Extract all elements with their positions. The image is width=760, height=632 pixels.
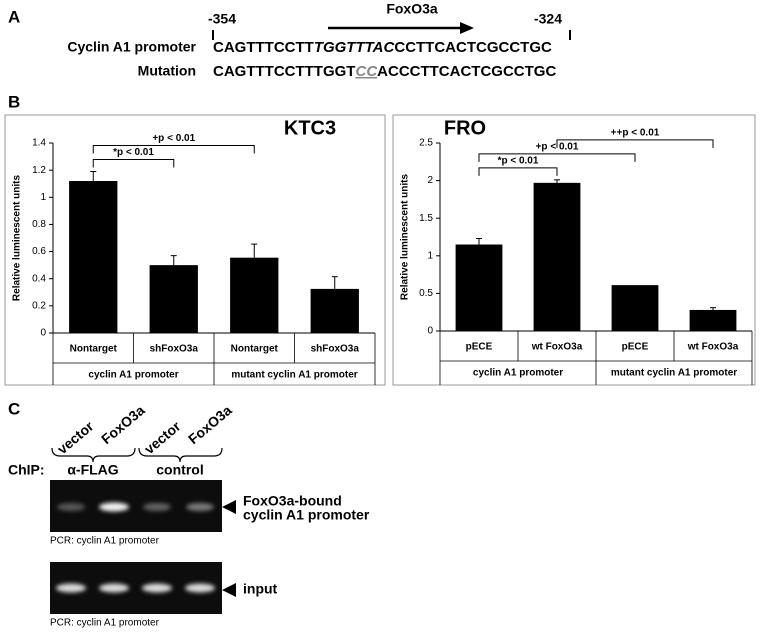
significance-label: *p < 0.01: [498, 155, 539, 166]
x-tick-label: shFoxO3a: [311, 344, 360, 355]
x-tick-label: wt FoxO3a: [687, 342, 739, 353]
chart-frame: [392, 114, 756, 386]
gel-band: [99, 502, 129, 512]
y-tick-label: 0: [427, 326, 433, 337]
bar: [611, 285, 659, 331]
gel-target: cyclin A1 promoter: [243, 507, 370, 523]
y-axis-label: Relative luminescent units: [400, 173, 411, 300]
row-label: Cyclin A1 promoter: [67, 39, 196, 55]
bar: [533, 182, 581, 331]
y-tick-label: 0.4: [32, 273, 46, 284]
significance-bracket: [556, 139, 714, 148]
significance-label: ++p < 0.01: [611, 127, 660, 138]
brace: [51, 447, 136, 463]
motif-seq: TGGTTTAC: [314, 39, 396, 56]
group-label: mutant cyclin A1 promoter: [611, 368, 737, 379]
lane-label: vector: [141, 418, 184, 458]
chip-label: ChIP:: [8, 462, 45, 478]
chip-group: α-FLAG: [67, 462, 118, 478]
group-label: cyclin A1 promoter: [88, 370, 178, 381]
sequence: CAGTTTCCTTTGGTTTACCCTTCACTCGCCTGC: [213, 39, 552, 56]
end-position: -324: [534, 11, 562, 27]
x-tick-label: pECE: [466, 342, 493, 353]
gel-caption: PCR: cyclin A1 promoter: [50, 618, 160, 629]
gel-caption: PCR: cyclin A1 promoter: [50, 536, 160, 547]
lane-label: vector: [54, 418, 97, 458]
significance-bracket: [478, 167, 558, 176]
y-tick-label: 0.6: [32, 246, 46, 257]
y-tick-label: 0.2: [32, 300, 46, 311]
brace: [138, 447, 223, 463]
chart-title: KTC3: [284, 117, 336, 139]
pointer: [222, 583, 236, 597]
y-tick-label: 0.8: [32, 219, 46, 230]
group-label: cyclin A1 promoter: [473, 368, 563, 379]
x-tick-label: Nontarget: [70, 344, 118, 355]
pointer: [222, 500, 236, 514]
seq-part: CCTTCACTCGCCTGC: [394, 39, 552, 56]
seq-part: CAGTTTCCTT: [213, 39, 314, 56]
bar: [689, 309, 737, 331]
bar: [69, 181, 118, 333]
y-tick-label: 2.5: [419, 138, 433, 149]
panel-label: C: [8, 399, 20, 418]
bar: [149, 265, 198, 333]
y-tick-label: 1.4: [32, 138, 46, 149]
gel-band: [56, 583, 86, 593]
y-tick-label: 1: [427, 250, 433, 261]
chip-group: control: [156, 462, 203, 478]
y-axis-label: Relative luminescent units: [12, 174, 23, 301]
y-tick-label: 0: [40, 328, 46, 339]
sequence: CAGTTTCCTTTGGTCCACCCTTCACTCGCCTGC: [213, 63, 556, 80]
gel-band: [57, 503, 85, 511]
row-label: Mutation: [138, 63, 196, 79]
gel-band: [186, 503, 214, 511]
significance-bracket: [92, 145, 255, 154]
bar: [455, 244, 503, 331]
significance-bracket: [478, 153, 636, 162]
gel-band: [185, 583, 215, 593]
y-tick-label: 1.5: [419, 213, 433, 224]
bar: [230, 257, 279, 333]
group-label: mutant cyclin A1 promoter: [231, 370, 357, 381]
y-tick-label: 2: [427, 175, 433, 186]
panel-label: A: [8, 7, 20, 26]
gel-target: FoxO3a-bound: [243, 493, 342, 509]
x-tick-label: shFoxO3a: [150, 344, 199, 355]
start-position: -354: [208, 11, 236, 27]
x-tick-label: wt FoxO3a: [531, 342, 583, 353]
x-tick-label: Nontarget: [231, 344, 279, 355]
y-tick-label: 0.5: [419, 288, 433, 299]
seq-part: ACCCTTCACTCGCCTGC: [377, 63, 556, 80]
bar: [310, 288, 359, 333]
lane-label: FoxO3a: [185, 402, 235, 447]
seq-part: CAGTTTCCTTTGGT: [213, 63, 355, 80]
gel-band: [142, 583, 172, 593]
y-tick-label: 1.2: [32, 165, 46, 176]
gel-band: [99, 583, 129, 593]
significance-bracket: [92, 159, 175, 168]
lane-label: FoxO3a: [98, 402, 148, 447]
mutated-bases: CC: [355, 63, 378, 80]
significance-label: *p < 0.01: [113, 147, 154, 158]
gel-target: input: [243, 581, 278, 597]
panel-label: B: [8, 92, 20, 111]
arrow-head: [460, 22, 474, 34]
y-tick-label: 1: [40, 192, 46, 203]
gel-band: [143, 503, 171, 511]
significance-label: +p < 0.01: [152, 133, 195, 144]
chart-frame: [4, 114, 386, 386]
motif-label: FoxO3a: [386, 1, 438, 17]
chart-title: FRO: [444, 117, 486, 139]
x-tick-label: pECE: [622, 342, 649, 353]
